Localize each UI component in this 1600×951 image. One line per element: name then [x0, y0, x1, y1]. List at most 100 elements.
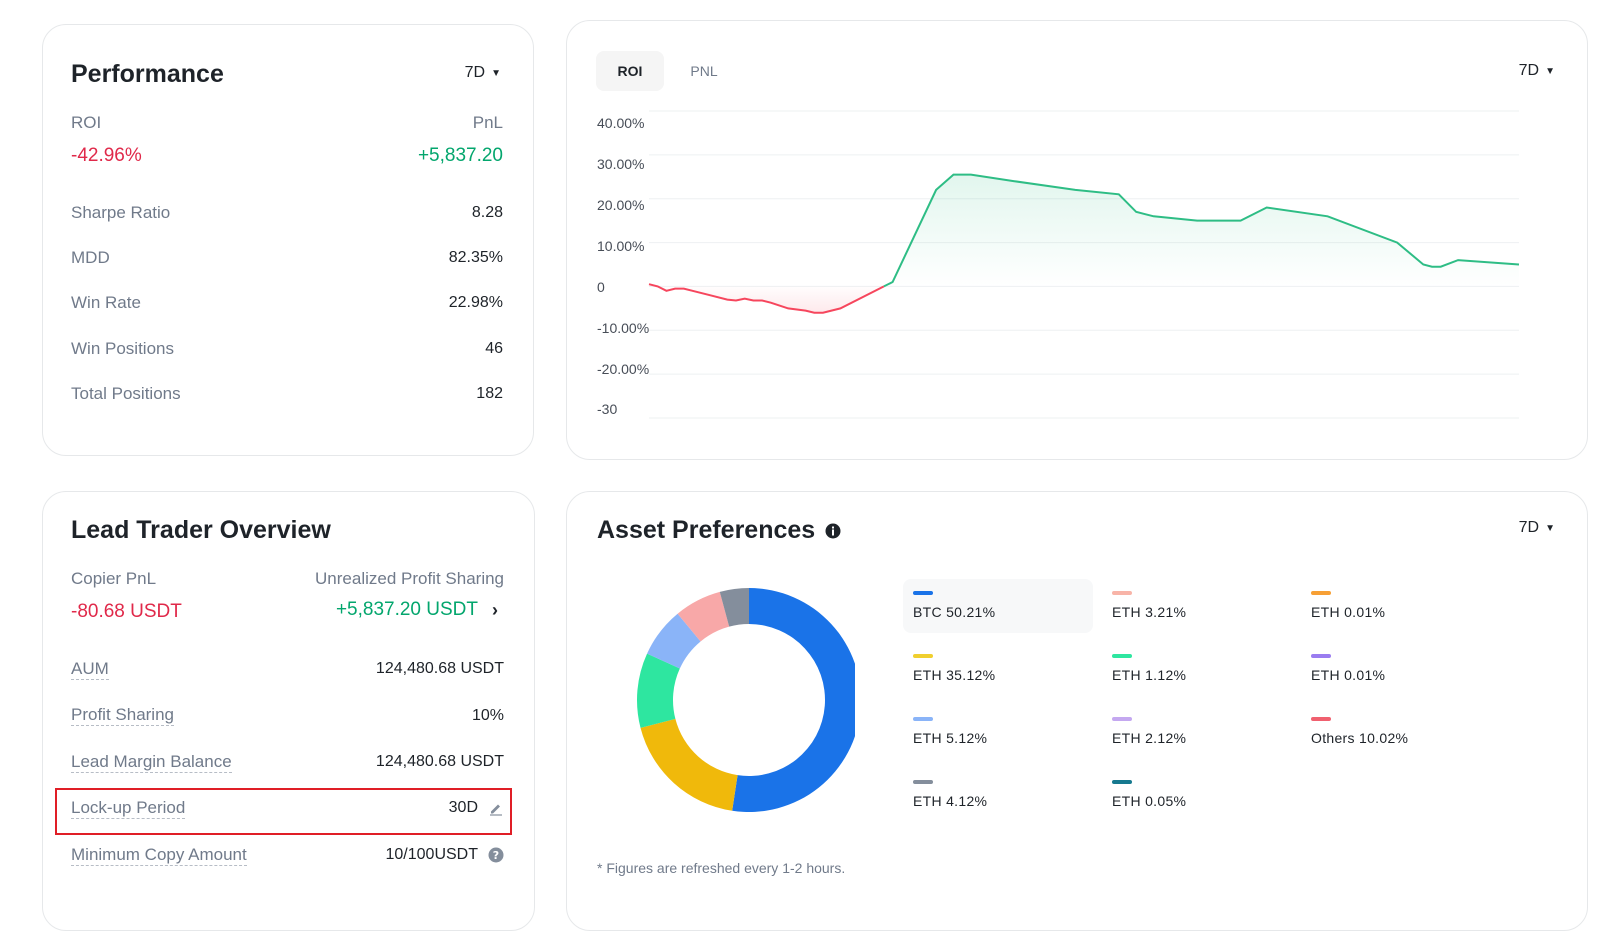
legend-label: ETH 2.12% — [1112, 730, 1187, 746]
legend-item[interactable]: ETH 0.01% — [1301, 642, 1491, 696]
asset-period-label: 7D — [1518, 519, 1540, 536]
legend-item[interactable]: ETH 3.21% — [1102, 579, 1292, 633]
legend-item[interactable]: ETH 2.12% — [1102, 705, 1292, 759]
lead-trader-title: Lead Trader Overview — [71, 516, 331, 544]
minimum-copy-label[interactable]: Minimum Copy Amount — [71, 845, 247, 866]
performance-period-dropdown[interactable]: 7D ▼ — [465, 64, 501, 82]
svg-text:?: ? — [493, 849, 499, 862]
total-positions-label: Total Positions — [71, 384, 181, 403]
donut-segment[interactable] — [647, 613, 701, 669]
legend-item[interactable]: ETH 35.12% — [903, 642, 1093, 696]
tab-roi[interactable]: ROI — [596, 51, 664, 91]
positive-area — [883, 174, 1519, 287]
caret-down-icon: ▼ — [1545, 522, 1555, 534]
legend-item[interactable]: ETH 0.05% — [1102, 768, 1292, 822]
donut-segment[interactable] — [637, 653, 680, 728]
legend-item[interactable]: ETH 1.12% — [1102, 642, 1292, 696]
roi-line-chart[interactable] — [567, 21, 1589, 461]
legend-label: BTC 50.21% — [913, 604, 996, 620]
legend-label: ETH 35.12% — [913, 667, 996, 683]
lead-margin-label[interactable]: Lead Margin Balance — [71, 752, 232, 773]
legend-label: ETH 0.05% — [1112, 793, 1187, 809]
y-tick-label: 30.00% — [597, 156, 645, 172]
y-tick-label: -20.00% — [597, 361, 650, 377]
legend-swatch — [913, 780, 933, 784]
unrealized-profit-link[interactable]: +5,837.20 USDT › — [336, 599, 498, 621]
sharpe-ratio-label: Sharpe Ratio — [71, 203, 171, 222]
y-tick-label: -30 — [597, 401, 618, 417]
win-positions-value: 46 — [485, 340, 503, 357]
lock-up-period-highlight — [55, 788, 512, 835]
asset-preferences-title: Asset Preferences — [597, 516, 816, 544]
profit-sharing-value: 10% — [471, 707, 504, 724]
aum-label[interactable]: AUM — [71, 659, 109, 680]
unrealized-profit-label: Unrealized Profit Sharing — [315, 569, 504, 588]
caret-down-icon: ▼ — [1545, 65, 1555, 77]
lead-margin-value: 124,480.68 USDT — [375, 753, 504, 770]
negative-area — [649, 284, 884, 313]
copier-pnl-value: -80.68 USDT — [71, 601, 182, 622]
mdd-value: 82.35% — [448, 249, 503, 266]
legend-swatch — [1112, 591, 1132, 595]
info-icon[interactable] — [825, 523, 841, 539]
lock-up-period-value: 30D — [448, 799, 478, 816]
minimum-copy-value-group: 10/100USDT ? — [386, 846, 505, 864]
legend-label: ETH 5.12% — [913, 730, 988, 746]
legend-swatch — [1311, 717, 1331, 721]
legend-swatch — [1311, 591, 1331, 595]
lock-up-period-value-group: 30D — [449, 799, 504, 817]
roi-line-negative — [648, 283, 885, 314]
donut-segment[interactable] — [732, 588, 855, 812]
performance-card: Performance 7D ▼ ROI PnL -42.96% +5,837.… — [42, 24, 534, 456]
lead-trader-card: Lead Trader Overview Copier PnL Unrealiz… — [42, 491, 535, 931]
tab-pnl[interactable]: PNL — [690, 63, 718, 79]
chevron-right-icon: › — [492, 599, 498, 620]
help-icon[interactable]: ? — [488, 847, 504, 863]
legend-swatch — [1112, 717, 1132, 721]
performance-title: Performance — [71, 60, 224, 88]
win-rate-value: 22.98% — [448, 294, 503, 311]
minimum-copy-value: 10/100USDT — [385, 846, 479, 863]
legend-label: ETH 3.21% — [1112, 604, 1187, 620]
lock-up-period-label[interactable]: Lock-up Period — [71, 798, 186, 819]
roi-line-positive — [883, 173, 1520, 288]
edit-icon[interactable] — [488, 800, 504, 816]
asset-period-dropdown[interactable]: 7D ▼ — [1519, 519, 1555, 537]
asset-title-group: Asset Preferences — [597, 516, 841, 545]
legend-item[interactable]: ETH 5.12% — [903, 705, 1093, 759]
aum-label-text: AUM — [71, 659, 109, 680]
legend-swatch — [913, 654, 933, 658]
refresh-footnote: * Figures are refreshed every 1-2 hours. — [597, 860, 846, 876]
profit-sharing-label[interactable]: Profit Sharing — [71, 705, 174, 726]
legend-label: Others 10.02% — [1311, 730, 1409, 746]
y-tick-label: 40.00% — [597, 115, 645, 131]
y-tick-label: -10.00% — [597, 320, 650, 336]
legend-item[interactable]: BTC 50.21% — [903, 579, 1093, 633]
roi-value: -42.96% — [71, 145, 142, 166]
asset-donut-chart[interactable] — [635, 586, 855, 816]
win-rate-label: Win Rate — [71, 293, 141, 312]
win-positions-label: Win Positions — [71, 339, 174, 358]
chart-period-dropdown[interactable]: 7D ▼ — [1519, 62, 1555, 80]
legend-swatch — [913, 591, 933, 595]
aum-value: 124,480.68 USDT — [375, 660, 504, 677]
lead-margin-label-text: Lead Margin Balance — [71, 752, 232, 773]
y-tick-label: 10.00% — [597, 238, 645, 254]
legend-label: ETH 4.12% — [913, 793, 988, 809]
roi-label: ROI — [71, 113, 102, 132]
legend-item[interactable]: ETH 0.01% — [1301, 579, 1491, 633]
copier-pnl-label: Copier PnL — [71, 569, 157, 588]
legend-item[interactable]: ETH 4.12% — [903, 768, 1093, 822]
unrealized-profit-value: +5,837.20 USDT — [335, 599, 478, 620]
mdd-label: MDD — [71, 248, 110, 267]
donut-segment[interactable] — [677, 591, 730, 642]
donut-segment[interactable] — [640, 718, 738, 811]
pnl-label: PnL — [472, 113, 503, 132]
donut-segment[interactable] — [719, 588, 749, 627]
legend-swatch — [1311, 654, 1331, 658]
minimum-copy-label-text: Minimum Copy Amount — [71, 845, 247, 866]
lock-up-period-label-text: Lock-up Period — [71, 798, 186, 819]
chart-period-label: 7D — [1518, 62, 1540, 79]
legend-item[interactable]: Others 10.02% — [1301, 705, 1491, 759]
legend-swatch — [913, 717, 933, 721]
